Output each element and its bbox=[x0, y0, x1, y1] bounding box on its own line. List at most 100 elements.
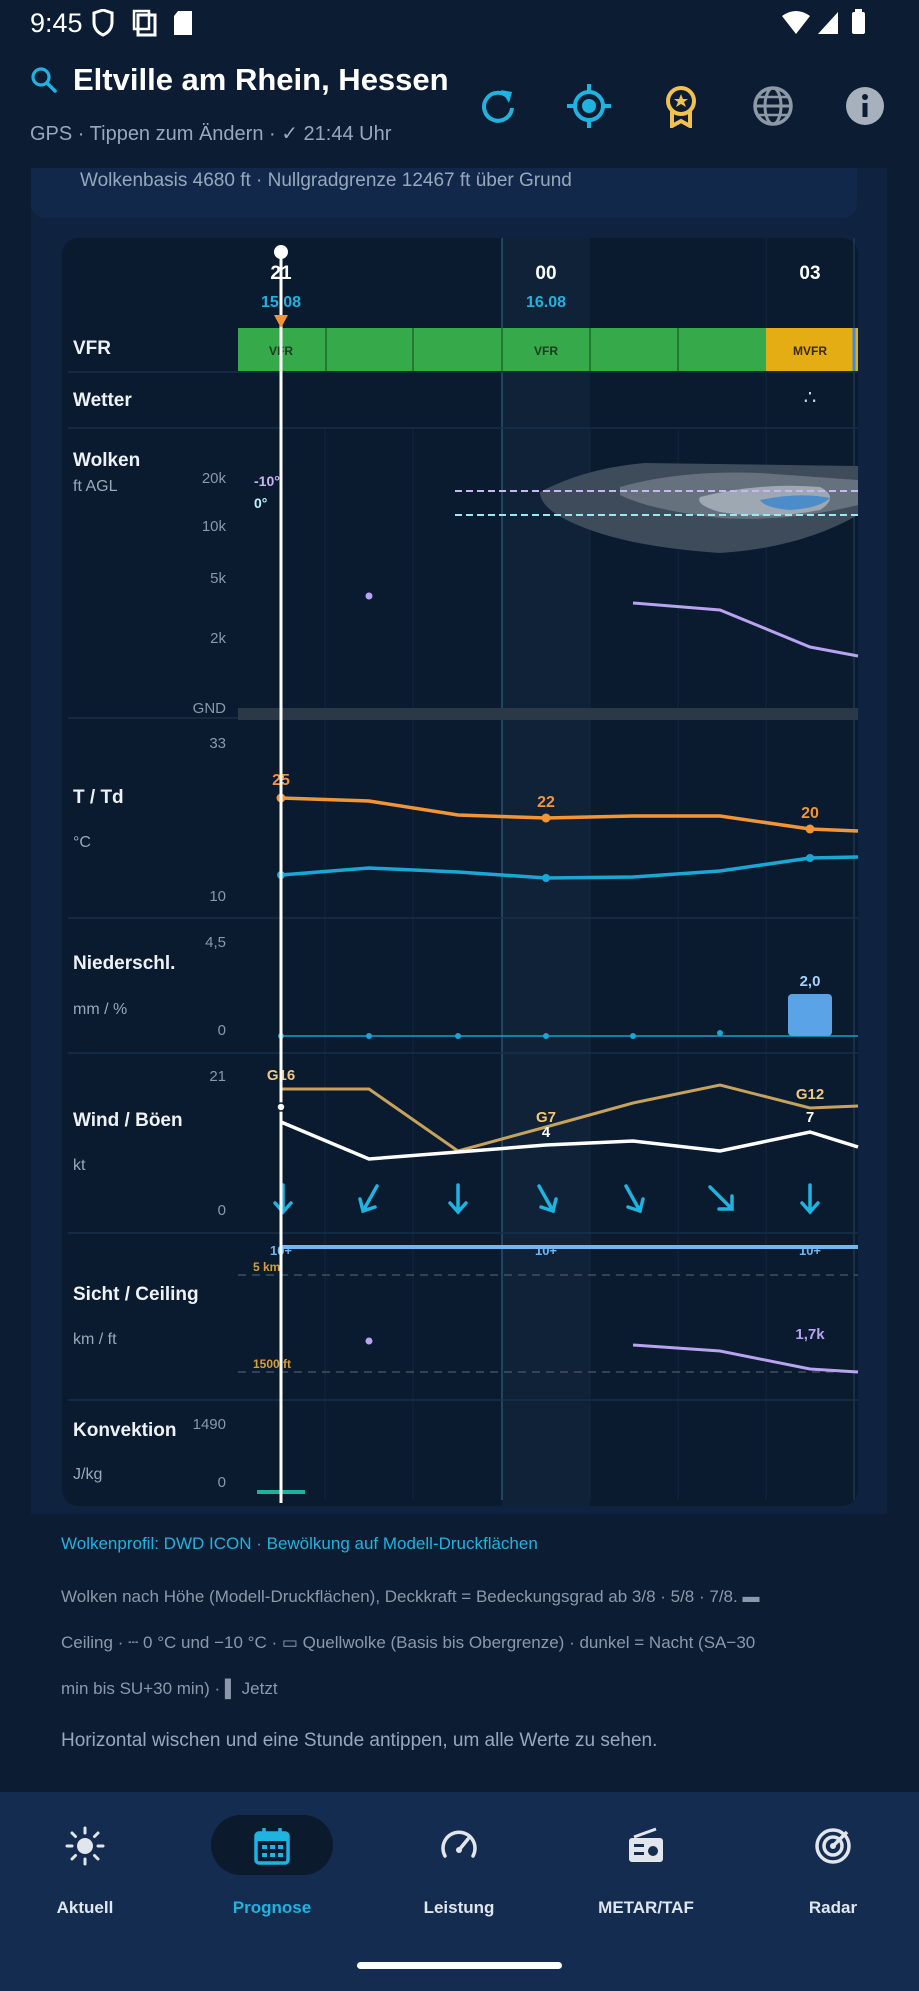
tick-temp-bottom: 10 bbox=[209, 888, 226, 905]
iso-zero-label: 0° bbox=[254, 495, 267, 511]
row-label-temperature: T / Td bbox=[73, 787, 124, 808]
summary-text: Wolkenbasis 4680 ft · Nullgradgrenze 124… bbox=[80, 170, 572, 191]
svg-text:20: 20 bbox=[801, 805, 819, 822]
gesture-bar[interactable] bbox=[357, 1962, 562, 1969]
ceiling-label: 1,7k bbox=[795, 1326, 825, 1343]
sun-icon bbox=[65, 1826, 105, 1866]
tick-convection-bottom: 0 bbox=[217, 1474, 226, 1491]
nav-label-radar: Radar bbox=[808, 1898, 858, 1917]
row-unit-convection: J/kg bbox=[73, 1466, 103, 1483]
radio-icon bbox=[629, 1827, 663, 1862]
search-icon[interactable] bbox=[30, 66, 58, 94]
visibility-labels: 10+ 10+ 10+ bbox=[270, 1243, 821, 1258]
row-label-vfr: VFR bbox=[73, 338, 111, 359]
legend-line-3: min bis SU+30 min) · ▌ Jetzt bbox=[61, 1679, 278, 1698]
status-bar: 9:45 bbox=[0, 0, 919, 46]
row-unit-precip: mm / % bbox=[73, 1001, 128, 1018]
tick-temp-top: 33 bbox=[209, 735, 226, 752]
tick-10k: 10k bbox=[201, 518, 226, 535]
row-unit-clouds: ft AGL bbox=[73, 478, 118, 495]
cloud-ceiling-point bbox=[365, 592, 373, 600]
award-icon[interactable] bbox=[659, 84, 703, 128]
globe-icon[interactable] bbox=[751, 84, 795, 128]
forecast-chart-graphics[interactable]: ∴ 25 22 20 2,0 G16 G7 G12 4 7 bbox=[0, 0, 919, 1520]
row-label-weather: Wetter bbox=[73, 390, 132, 411]
iso-minus10-label: -10° bbox=[254, 473, 280, 489]
svg-text:10+: 10+ bbox=[799, 1243, 821, 1258]
nav-item-aktuell[interactable]: Aktuell bbox=[5, 1818, 165, 1928]
row-unit-temperature: °C bbox=[73, 834, 91, 851]
bottom-navigation bbox=[0, 1792, 919, 1991]
svg-text:10+: 10+ bbox=[535, 1243, 557, 1258]
nav-item-prognose[interactable]: Prognose bbox=[192, 1818, 352, 1928]
row-label-visibility: Sicht / Ceiling bbox=[73, 1284, 199, 1305]
copy-icon bbox=[136, 13, 157, 37]
svg-text:G12: G12 bbox=[796, 1086, 824, 1103]
wind-line bbox=[280, 1120, 859, 1161]
dewpoint-line bbox=[280, 855, 859, 880]
signal-icon bbox=[818, 12, 838, 34]
nav-item-radar[interactable]: Radar bbox=[753, 1818, 913, 1928]
radar-icon bbox=[815, 1828, 851, 1864]
temperature-line bbox=[280, 796, 859, 833]
now-cursor-handle bbox=[274, 245, 288, 259]
cloud-ceiling-line bbox=[632, 601, 859, 658]
battery-icon bbox=[852, 12, 865, 34]
row-label-convection: Konvektion bbox=[73, 1420, 177, 1441]
ceiling-line bbox=[632, 1343, 859, 1374]
tick-2k: 2k bbox=[210, 630, 226, 647]
wind-direction-arrows bbox=[273, 1183, 820, 1215]
status-time: 9:45 bbox=[30, 8, 83, 38]
nav-label-aktuell: Aktuell bbox=[56, 1898, 114, 1917]
tick-precip-bottom: 0 bbox=[217, 1022, 226, 1039]
cloud-profile-source: Wolkenprofil: DWD ICON · Bewölkung auf M… bbox=[61, 1534, 538, 1553]
info-icon[interactable] bbox=[843, 84, 887, 128]
refresh-icon[interactable] bbox=[476, 84, 520, 128]
status-system-icons bbox=[782, 9, 865, 34]
svg-text:MVFR: MVFR bbox=[793, 344, 827, 358]
shield-icon bbox=[92, 9, 114, 37]
visibility-5km-label: 5 km bbox=[253, 1260, 280, 1274]
wifi-icon bbox=[782, 11, 810, 34]
ground-band bbox=[238, 708, 858, 720]
svg-text:7: 7 bbox=[806, 1109, 814, 1126]
summary-card bbox=[31, 168, 857, 218]
row-label-precip: Niederschl. bbox=[73, 953, 176, 974]
svg-text:4: 4 bbox=[542, 1124, 551, 1141]
nav-label-metar-taf: METAR/TAF bbox=[598, 1898, 694, 1917]
vfr-labels: VFR VFR MVFR bbox=[269, 344, 827, 358]
svg-text:16.08: 16.08 bbox=[526, 294, 566, 311]
gauge-icon bbox=[441, 1830, 477, 1858]
nav-label-prognose: Prognose bbox=[232, 1898, 312, 1917]
weather-drizzle-symbol: ∴ bbox=[804, 387, 817, 409]
row-label-clouds: Wolken bbox=[73, 450, 141, 471]
tick-wind-top: 21 bbox=[209, 1068, 226, 1085]
hour-gridlines bbox=[324, 238, 767, 1500]
svg-text:22: 22 bbox=[537, 794, 555, 811]
night-shading bbox=[502, 238, 590, 1506]
ceiling-1500ft-label: 1500 ft bbox=[253, 1357, 291, 1371]
swipe-hint: Horizontal wischen und eine Stunde antip… bbox=[61, 1730, 658, 1751]
location-subtitle[interactable]: GPS · Tippen zum Ändern · ✓ 21:44 Uhr bbox=[30, 123, 392, 145]
location-title[interactable]: Eltville am Rhein, Hessen bbox=[73, 62, 449, 97]
svg-text:G7: G7 bbox=[536, 1109, 556, 1126]
nav-item-metar-taf[interactable]: METAR/TAF bbox=[566, 1818, 726, 1928]
row-unit-visibility: km / ft bbox=[73, 1331, 117, 1348]
precip-bar bbox=[788, 994, 832, 1036]
hour-labels: 21 00 03 bbox=[270, 263, 820, 284]
sd-card-icon bbox=[174, 11, 192, 35]
svg-text:03: 03 bbox=[799, 263, 820, 284]
row-label-wind: Wind / Böen bbox=[73, 1110, 183, 1131]
location-target-icon[interactable] bbox=[567, 84, 611, 128]
vfr-bar bbox=[238, 328, 858, 371]
legend-line-2: Ceiling · ┄ 0 °C und −10 °C · ▭ Quellwol… bbox=[61, 1633, 756, 1652]
legend-line-1: Wolken nach Höhe (Modell-Druckflächen), … bbox=[61, 1587, 760, 1606]
svg-text:00: 00 bbox=[535, 263, 556, 284]
precip-label: 2,0 bbox=[800, 973, 821, 990]
row-unit-wind: kt bbox=[73, 1157, 86, 1174]
nav-item-leistung[interactable]: Leistung bbox=[379, 1818, 539, 1928]
tick-precip-top: 4,5 bbox=[205, 934, 226, 951]
calendar-icon bbox=[254, 1828, 290, 1865]
tick-convection-top: 1490 bbox=[192, 1416, 226, 1433]
wind-labels: 4 7 bbox=[542, 1109, 814, 1141]
